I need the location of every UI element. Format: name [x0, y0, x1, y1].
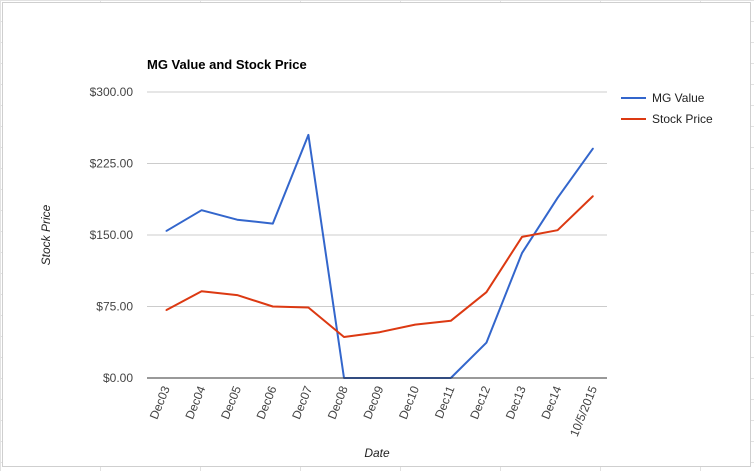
data-point	[201, 209, 203, 211]
y-axis-title: Stock Price	[39, 204, 53, 265]
data-point	[307, 134, 309, 136]
x-tick-label: Dec05	[218, 384, 244, 422]
x-tick-label: Dec06	[254, 384, 280, 422]
y-tick-label: $225.00	[90, 157, 134, 171]
series-lines	[165, 133, 595, 379]
data-point	[272, 223, 274, 225]
data-point	[343, 336, 345, 338]
y-tick-label: $0.00	[103, 371, 133, 385]
legend-label: Stock Price	[652, 112, 713, 126]
x-tick-label: Dec11	[432, 384, 458, 421]
data-point	[450, 320, 452, 322]
data-point	[485, 342, 487, 344]
x-tick-label: Dec08	[325, 384, 351, 422]
x-tick-label: Dec03	[147, 384, 173, 422]
data-point	[236, 219, 238, 221]
y-tick-label: $300.00	[90, 85, 134, 99]
data-point	[165, 230, 167, 232]
data-point	[521, 252, 523, 254]
x-tick-label: Dec09	[360, 384, 386, 422]
data-point	[236, 294, 238, 296]
x-tick-label: Dec12	[467, 384, 493, 422]
x-axis-ticks: Dec03 Dec04 Dec05 Dec06 Dec07 Dec08 Dec09 Dec10…	[147, 384, 600, 439]
x-axis-title: Date	[364, 446, 390, 460]
x-tick-label: Dec04	[182, 384, 208, 422]
x-tick-label: Dec14	[538, 384, 564, 422]
data-point	[485, 291, 487, 293]
data-point	[521, 236, 523, 238]
data-point	[379, 331, 381, 333]
data-point	[272, 306, 274, 307]
series-line	[165, 133, 595, 379]
data-point	[592, 147, 594, 149]
legend[interactable]: MG Value Stock Price	[621, 91, 713, 126]
legend-label: MG Value	[652, 91, 705, 105]
data-point	[307, 306, 309, 308]
x-tick-label: Dec07	[289, 384, 315, 422]
gridlines	[147, 91, 607, 307]
data-point	[592, 195, 594, 197]
x-tick-label: Dec13	[503, 384, 529, 422]
data-point	[201, 290, 203, 292]
y-axis-ticks: $0.00 $75.00 $150.00 $225.00 $300.00	[90, 85, 134, 385]
data-point	[414, 324, 416, 326]
x-tick-label: 10/5/2015	[567, 384, 600, 439]
chart-title: MG Value and Stock Price	[147, 57, 307, 72]
data-point	[557, 229, 559, 231]
y-tick-label: $75.00	[96, 300, 133, 314]
y-tick-label: $150.00	[90, 228, 134, 242]
data-point	[165, 309, 167, 311]
x-tick-label: Dec10	[396, 384, 422, 422]
data-point	[557, 197, 559, 199]
